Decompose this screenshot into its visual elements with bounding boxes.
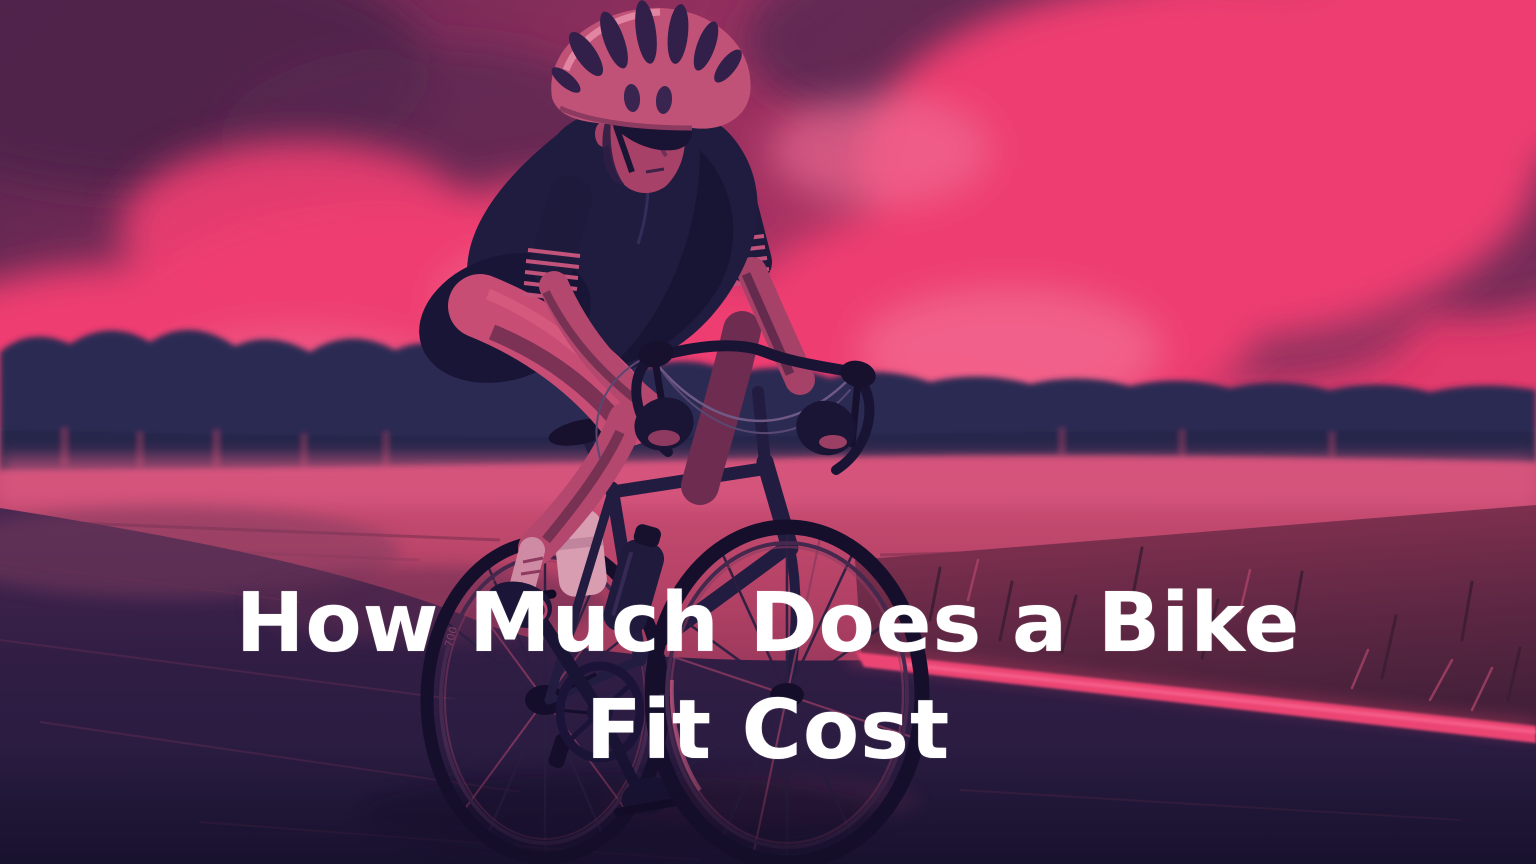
left-hood — [638, 340, 674, 368]
helmet-vents — [551, 0, 742, 114]
bottom-vignette — [0, 744, 1536, 864]
title-line-2: Fit Cost — [585, 683, 951, 778]
cycling-shoe — [488, 581, 552, 628]
near-thigh — [448, 274, 660, 446]
sock — [509, 537, 545, 601]
handlebar — [595, 340, 876, 475]
drop-bar — [646, 340, 858, 378]
brake-cable — [658, 366, 848, 422]
title-line-1: How Much Does a Bike — [235, 576, 1301, 671]
front-hub — [770, 683, 804, 707]
far-forearm — [737, 257, 815, 395]
second-bottle — [603, 524, 665, 635]
brake-cable — [595, 355, 649, 459]
right-hood — [840, 360, 876, 388]
page-title: How Much Does a Bike Fit Cost — [0, 570, 1536, 784]
helmet-strap — [613, 125, 635, 173]
rim-marking: 700 — [442, 625, 460, 649]
